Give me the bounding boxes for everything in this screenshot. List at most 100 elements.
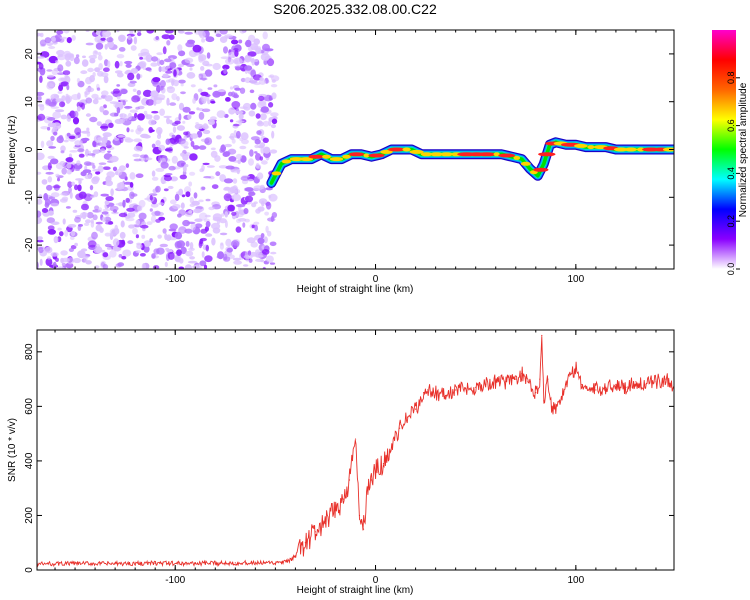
noise-speck (109, 155, 119, 163)
noise-speck (233, 260, 243, 265)
noise-speck (104, 232, 111, 237)
noise-speck (101, 216, 106, 222)
snr-point (475, 386, 477, 388)
noise-speck (118, 165, 126, 172)
noise-speck (99, 227, 104, 233)
noise-speck (37, 61, 42, 65)
noise-speck (255, 254, 264, 258)
noise-speck (91, 231, 98, 240)
noise-speck (262, 31, 268, 40)
noise-speck (63, 30, 70, 34)
noise-speck (94, 67, 101, 73)
noise-speck (254, 144, 260, 149)
noise-speck (231, 39, 239, 45)
noise-speck (116, 30, 120, 33)
noise-speck (75, 193, 84, 201)
noise-speck (117, 262, 125, 267)
noise-speck (77, 224, 82, 231)
noise-speck (155, 140, 161, 146)
noise-speck (189, 153, 198, 161)
noise-speck (97, 54, 103, 61)
noise-speck (198, 199, 204, 203)
noise-speck (167, 86, 174, 90)
noise-speck (228, 107, 236, 115)
noise-speck (47, 229, 56, 235)
track-peak (342, 154, 351, 159)
noise-speck (119, 61, 123, 67)
noise-speck (170, 176, 178, 182)
noise-speck (137, 32, 142, 37)
noise-speck (150, 203, 159, 208)
noise-speck (136, 90, 142, 96)
x-tick-label: 100 (568, 274, 585, 285)
noise-speck (50, 221, 59, 225)
noise-speck (63, 139, 69, 143)
noise-speck (74, 110, 79, 118)
snr-point (465, 388, 467, 390)
noise-speck (37, 103, 45, 107)
noise-speck (145, 99, 155, 106)
noise-speck (184, 264, 192, 269)
noise-speck (242, 60, 246, 64)
noise-speck (245, 39, 252, 48)
snr-point (551, 405, 553, 407)
noise-speck (75, 178, 84, 181)
track-peak (322, 154, 331, 159)
snr-point (495, 381, 497, 383)
noise-speck (81, 59, 89, 67)
noise-speck (110, 188, 114, 197)
noise-speck (112, 166, 118, 172)
noise-speck (160, 66, 168, 72)
noise-speck (103, 104, 107, 109)
noise-speck (92, 164, 96, 169)
y-tick-label: 10 (24, 96, 35, 108)
noise-speck (87, 240, 97, 248)
noise-speck (128, 224, 135, 229)
noise-speck (254, 224, 258, 232)
noise-speck (129, 191, 135, 200)
noise-speck (271, 79, 276, 83)
noise-speck (124, 138, 134, 143)
noise-speck (249, 149, 254, 157)
noise-speck (164, 175, 172, 182)
y-tick-label: -10 (24, 190, 35, 205)
noise-speck (71, 181, 75, 186)
snr-point (543, 400, 545, 402)
noise-speck (92, 168, 101, 172)
noise-speck (239, 30, 246, 34)
noise-speck (107, 40, 114, 49)
noise-speck (66, 132, 71, 137)
noise-speck (250, 102, 257, 110)
noise-speck (92, 140, 97, 148)
snr-point (455, 389, 457, 391)
noise-speck (68, 248, 74, 252)
noise-speck (146, 221, 153, 226)
spectrogram-ylabel: Frequency (Hz) (7, 116, 18, 185)
noise-speck (270, 124, 276, 129)
noise-speck (165, 173, 173, 176)
noise-speck (185, 191, 191, 198)
noise-speck (37, 216, 43, 225)
noise-speck (158, 66, 162, 73)
noise-speck (238, 118, 242, 126)
noise-speck (256, 130, 262, 136)
noise-speck (190, 222, 196, 231)
noise-speck (224, 211, 229, 218)
noise-speck (39, 39, 47, 47)
noise-speck (185, 41, 195, 48)
snr-point (154, 562, 156, 564)
snr-point (348, 479, 351, 481)
noise-speck (95, 171, 101, 175)
noise-speck (177, 44, 183, 52)
noise-speck (109, 101, 119, 104)
noise-speck (158, 202, 165, 206)
noise-speck (239, 145, 247, 150)
noise-speck (166, 249, 173, 253)
noise-speck (65, 96, 71, 104)
noise-speck (244, 187, 254, 192)
y-tick-label: 0 (24, 567, 35, 573)
noise-speck (232, 185, 239, 194)
noise-speck (155, 167, 165, 172)
snr-ylabel: SNR (10 * v/v) (7, 418, 18, 482)
noise-speck (124, 71, 128, 74)
